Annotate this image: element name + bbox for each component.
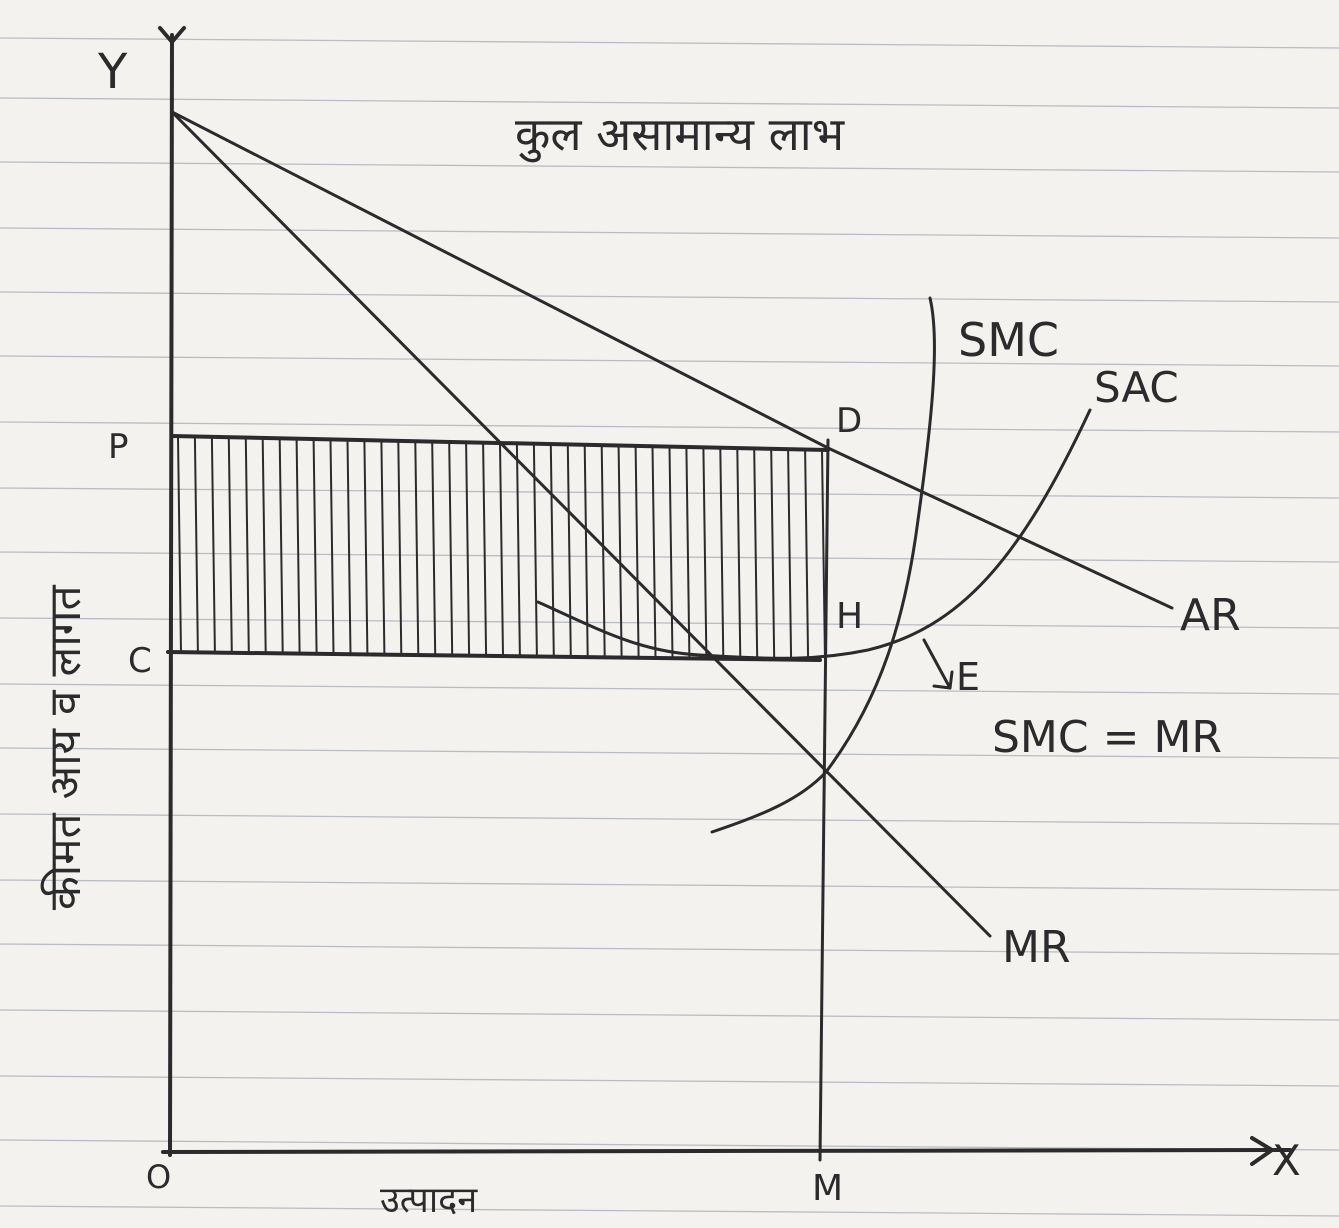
hatch-line xyxy=(210,437,216,653)
hatch-line xyxy=(177,436,182,653)
hatch-line xyxy=(549,444,555,657)
mr-curve xyxy=(170,110,992,938)
origin-label: O xyxy=(146,1158,171,1196)
hatch-line xyxy=(753,448,759,660)
hatch-line xyxy=(736,448,742,659)
cost-line xyxy=(166,650,822,662)
y-axis xyxy=(168,33,174,1157)
hatch-line xyxy=(702,447,708,659)
equilibrium-arrowhead-icon xyxy=(932,670,954,690)
hatch-line xyxy=(380,441,386,655)
x-axis-caption: उत्पादन xyxy=(380,1180,478,1221)
hatch-line xyxy=(719,447,725,659)
hatch-line xyxy=(600,445,606,658)
hatch-line xyxy=(295,439,301,654)
price-line xyxy=(170,434,830,452)
x-axis-letter: X xyxy=(1272,1136,1301,1185)
hatch-line xyxy=(787,449,793,660)
y-axis-arrow-icon xyxy=(158,26,186,44)
point-d-label: D xyxy=(836,401,862,441)
ar-label: AR xyxy=(1180,590,1241,641)
y-axis-letter: Y xyxy=(97,44,128,100)
hatch-line xyxy=(499,443,504,657)
hatch-line xyxy=(363,440,369,655)
point-c-label: C xyxy=(128,641,152,681)
notebook-rules xyxy=(0,37,1339,1217)
hatch-line xyxy=(193,437,199,653)
hatch-line xyxy=(312,439,318,654)
profit-area-hatching xyxy=(177,436,826,661)
hatch-line xyxy=(346,440,352,655)
hatch-line xyxy=(668,446,674,659)
hatch-line xyxy=(685,447,691,659)
output-line-dm xyxy=(818,438,830,1162)
hatch-line xyxy=(634,446,640,658)
equilibrium-arrow-icon xyxy=(922,638,952,690)
hatch-line xyxy=(770,448,776,660)
hatch-line xyxy=(448,442,454,656)
point-p-label: P xyxy=(108,427,129,467)
hatch-line xyxy=(278,439,284,654)
hatch-line xyxy=(651,446,657,658)
hatch-line xyxy=(414,441,420,655)
hatch-line xyxy=(482,443,488,656)
x-axis xyxy=(161,1148,1292,1154)
hatch-line xyxy=(244,438,250,653)
hatch-line xyxy=(431,442,437,656)
mr-label: MR xyxy=(1002,922,1071,973)
hatch-line xyxy=(617,445,623,658)
point-e-label: E xyxy=(956,655,980,699)
point-m-label: M xyxy=(812,1168,843,1209)
hatch-line xyxy=(261,438,267,654)
hatch-line xyxy=(329,440,335,654)
sac-label: SAC xyxy=(1094,363,1179,412)
y-axis-caption: कीमत आय व लागत xyxy=(40,585,91,910)
x-axis-arrow-icon xyxy=(1250,1136,1274,1166)
smc-label: SMC xyxy=(958,313,1059,367)
point-h-label: H xyxy=(836,596,863,637)
hatch-line xyxy=(583,445,589,658)
hatch-line xyxy=(532,444,538,657)
equilibrium-condition: SMC = MR xyxy=(992,712,1222,763)
hatch-line xyxy=(227,437,233,653)
diagram-title: कुल असामान्य लाभ xyxy=(515,107,845,163)
hatch-line xyxy=(515,443,521,657)
hatch-line xyxy=(566,444,572,657)
sac-curve xyxy=(536,408,1092,660)
hatch-line xyxy=(397,441,403,655)
hatch-line xyxy=(804,449,810,660)
smc-curve xyxy=(710,296,936,834)
hatch-line xyxy=(465,442,471,656)
